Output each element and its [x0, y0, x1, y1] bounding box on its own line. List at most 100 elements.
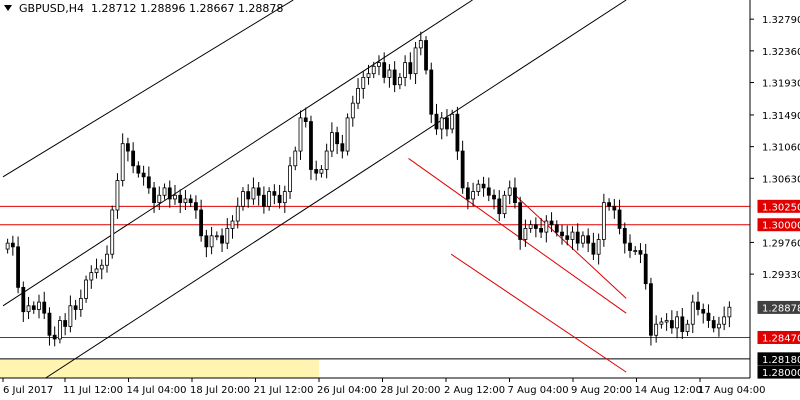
candle-body [5, 242, 10, 250]
x-tick-label: 2 Aug 12:00 [444, 385, 505, 396]
candle-body [361, 76, 366, 89]
price-label-text: 1.28000 [762, 368, 800, 379]
candle-body [392, 69, 397, 86]
candle-body [622, 228, 627, 244]
price-label-box [757, 365, 800, 379]
candle-body [722, 316, 727, 325]
candle-body [450, 113, 455, 130]
candle-body [643, 253, 648, 285]
candle-body [52, 334, 57, 340]
candle-body [209, 235, 214, 248]
y-tick-label: 1.32360 [762, 47, 800, 58]
candles-layer [5, 31, 732, 347]
candle-body [16, 246, 20, 288]
candle-body [293, 150, 298, 167]
candle-body [194, 202, 198, 211]
candle-body [329, 132, 334, 152]
candle-body [282, 191, 287, 204]
candle-body [152, 187, 156, 204]
candle-body [690, 301, 695, 325]
candle-body [638, 250, 643, 255]
candle-body [256, 187, 261, 196]
candle-body [696, 301, 700, 310]
candle-body [675, 316, 679, 329]
candle-body [350, 102, 355, 119]
candle-body [235, 205, 240, 222]
trend-channels-layer [2, 0, 627, 379]
candle-body [387, 69, 392, 78]
candle-body [377, 62, 381, 67]
candle-body [570, 231, 575, 240]
candle-body [717, 323, 721, 329]
candle-body [309, 121, 313, 170]
candle-body [115, 180, 120, 211]
candle-body [267, 191, 272, 207]
candle-body [633, 250, 638, 252]
candle-body [37, 301, 41, 310]
candle-body [78, 298, 83, 310]
candle-body [188, 198, 193, 204]
candle-body [335, 132, 340, 145]
y-tick-label: 1.29330 [762, 270, 800, 281]
candle-body [131, 150, 136, 167]
candle-body [429, 69, 434, 115]
x-tick-label: 6 Jul 2017 [3, 385, 53, 396]
candle-body [659, 321, 664, 325]
candle-body [596, 239, 601, 255]
descending-channel-line [408, 158, 627, 314]
candle-body [523, 228, 528, 240]
candle-body [680, 316, 685, 332]
descending-channel-line [450, 253, 627, 373]
candle-body [26, 305, 31, 313]
candle-body [481, 183, 486, 189]
candle-body [654, 323, 659, 336]
symbol-dropdown-icon[interactable] [4, 5, 12, 11]
candle-body [141, 172, 146, 178]
x-tick-label: 28 Jul 20:00 [381, 385, 441, 396]
candle-body [167, 187, 172, 200]
highlight-zone [0, 358, 319, 378]
candle-body [445, 117, 449, 130]
candle-body [47, 312, 52, 336]
candle-body [460, 150, 465, 189]
candle-body [434, 113, 439, 130]
candle-body [439, 117, 444, 130]
candle-body [120, 143, 125, 181]
x-tick-label: 21 Jul 12:00 [254, 385, 314, 396]
candle-body [110, 209, 115, 255]
candle-body [136, 165, 141, 174]
candle-body [178, 194, 183, 204]
ohlc-values: 1.28712 1.28896 1.28667 1.28878 [90, 2, 284, 15]
candle-body [513, 187, 517, 204]
candle-body [607, 202, 611, 207]
candle-body [345, 117, 350, 152]
candle-body [199, 209, 204, 237]
ascending-channel-line [2, 0, 473, 307]
candle-body [424, 40, 428, 71]
x-tick-label: 26 Jul 04:00 [317, 385, 377, 396]
price-labels-layer: 1.30250 1.30000 1.28878 1.28470 1.28180 1.280… [757, 199, 800, 379]
y-tick-label: 1.29760 [762, 238, 800, 249]
candle-body [628, 242, 632, 251]
candle-body [126, 143, 130, 152]
chart-legend: GBPUSD,H4 1.28712 1.28896 1.28667 1.2887… [19, 2, 283, 15]
candle-body [486, 187, 491, 196]
candle-body [251, 187, 256, 200]
candle-body [528, 224, 533, 229]
price-label-text: 1.30250 [762, 202, 800, 213]
candle-body [277, 194, 282, 204]
candle-body [465, 187, 470, 200]
candle-body [554, 224, 559, 233]
candle-body [303, 117, 308, 122]
price-label-box [757, 218, 800, 232]
candle-body [68, 305, 73, 327]
candle-body [162, 187, 167, 196]
candle-body [507, 187, 512, 196]
candle-body [241, 191, 245, 207]
candle-body [21, 286, 26, 313]
candle-body [356, 88, 360, 104]
candle-body [84, 279, 88, 299]
candle-body [105, 253, 109, 266]
candle-body [701, 309, 706, 314]
candle-body [533, 224, 538, 229]
